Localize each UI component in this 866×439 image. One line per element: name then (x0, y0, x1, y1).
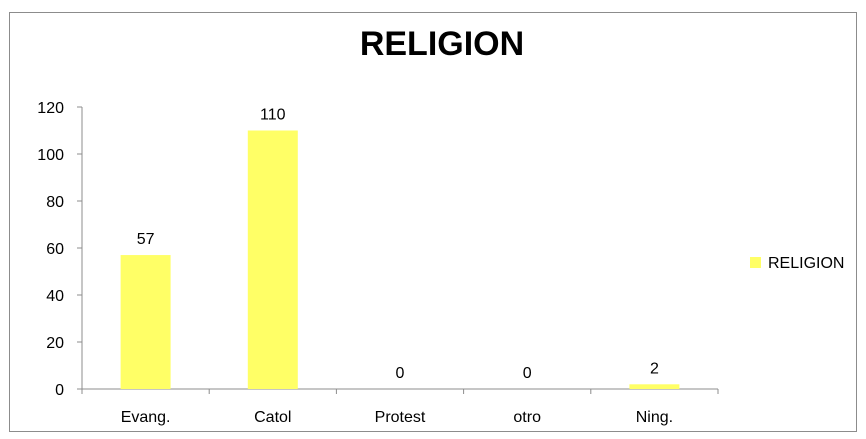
y-tick-label: 100 (37, 147, 64, 164)
y-tick-label: 0 (55, 382, 64, 399)
y-tick-label: 80 (46, 194, 64, 211)
category-label: Evang. (121, 409, 171, 426)
category-label: Ning. (636, 409, 673, 426)
y-tick-label: 20 (46, 335, 64, 352)
bar (120, 255, 171, 389)
y-tick-label: 60 (46, 241, 64, 258)
data-label: 110 (260, 107, 286, 124)
data-label: 57 (137, 231, 155, 248)
plot-area: 0 20 40 60 80 100 120 57 Evang. 110 Catol 0 Protest 0… (37, 100, 719, 426)
category-label: Protest (375, 409, 426, 426)
bar (247, 130, 298, 389)
y-tick-label: 120 (37, 100, 64, 117)
legend-swatch (750, 257, 761, 268)
data-label: 0 (396, 365, 405, 382)
bar (629, 384, 680, 389)
legend-label: RELIGION (768, 255, 844, 272)
y-tick-label: 40 (46, 288, 64, 305)
category-label: Catol (254, 409, 291, 426)
data-label: 0 (523, 365, 532, 382)
data-label: 2 (650, 360, 659, 377)
legend: RELIGION (750, 255, 844, 272)
chart-title: RELIGION (360, 25, 524, 63)
category-label: otro (513, 409, 541, 426)
